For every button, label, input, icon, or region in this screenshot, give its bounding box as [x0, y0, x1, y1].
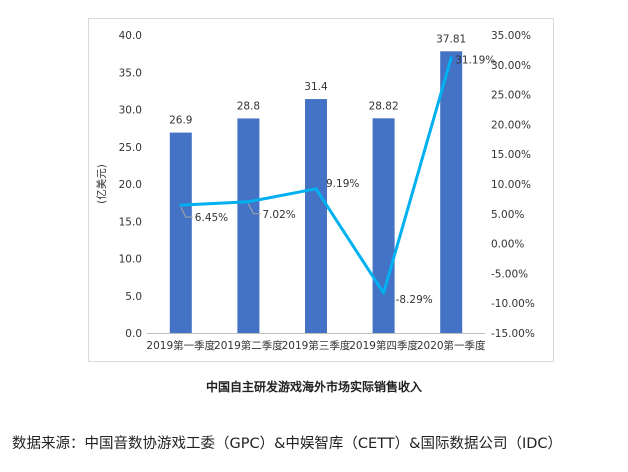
y2-tick-label: -15.00% [491, 328, 535, 340]
line-point [179, 203, 183, 207]
line-value-label: 31.19% [455, 55, 495, 67]
bar [440, 51, 463, 334]
y2-tick-label: 0.00% [491, 239, 524, 251]
bar-value-label: 31.4 [304, 81, 328, 93]
bar-value-label: 28.82 [369, 100, 399, 112]
chart-caption: 中国自主研发游戏海外市场实际销售收入 [205, 380, 422, 394]
y2-tick-label: -10.00% [491, 298, 535, 310]
y-tick-label: 15.0 [119, 216, 142, 228]
line-value-label: 7.02% [262, 209, 295, 221]
line-point [382, 291, 386, 295]
y-tick-label: 25.0 [119, 142, 142, 154]
label-leader-line [247, 203, 261, 215]
line-point [314, 187, 318, 191]
y2-tick-label: 10.00% [491, 179, 531, 191]
y2-tick-label: -5.00% [491, 268, 528, 280]
x-tick-label: 2019第三季度 [282, 339, 351, 352]
y2-tick-label: 35.00% [491, 30, 531, 42]
chart-area: 0.0 5.0 10.0 15.0 20.0 25.0 30.0 35.0 40.0 -15.00… [88, 18, 554, 362]
y-tick-label: 30.0 [119, 105, 142, 117]
y2-tick-label: 15.00% [491, 149, 531, 161]
y-tick-label: 0.0 [125, 328, 142, 340]
x-tick-label: 2019第一季度 [146, 339, 215, 352]
bar [372, 118, 395, 333]
bar-value-label: 26.9 [169, 115, 192, 127]
y-tick-label: 5.0 [125, 291, 142, 303]
line-point [246, 200, 250, 204]
bar-value-label: 28.8 [237, 100, 260, 112]
line-point [449, 56, 453, 60]
label-leader-line [180, 206, 193, 218]
bar-value-label: 37.81 [436, 33, 466, 45]
combo-chart: 0.0 5.0 10.0 15.0 20.0 25.0 30.0 35.0 40.0 -15.00… [95, 30, 535, 352]
y-tick-label: 20.0 [119, 179, 142, 191]
x-tick-label: 2019第四季度 [349, 339, 418, 352]
bar [305, 99, 327, 333]
y-tick-label: 10.0 [119, 254, 142, 266]
x-tick-label: 2019第二季度 [214, 339, 283, 352]
bar [237, 118, 260, 333]
line-value-label: 6.45% [195, 212, 228, 224]
line-value-label: -8.29% [396, 294, 433, 306]
bar [169, 132, 192, 333]
source-note: 数据来源：中国音数协游戏工委（GPC）&中娱智库（CETT）&国际数据公司（ID… [12, 436, 563, 452]
x-tick-label: 2020第一季度 [417, 339, 486, 352]
y2-tick-label: 20.00% [491, 119, 531, 131]
y-tick-label: 40.0 [119, 30, 142, 42]
y2-tick-label: 5.00% [491, 209, 524, 221]
y-tick-label: 35.0 [119, 67, 142, 79]
y-axis-label: (亿美元) [95, 164, 108, 204]
y2-tick-label: 25.00% [491, 90, 531, 102]
y2-tick-label: 30.00% [491, 60, 531, 72]
line-value-label: 9.19% [326, 178, 359, 190]
